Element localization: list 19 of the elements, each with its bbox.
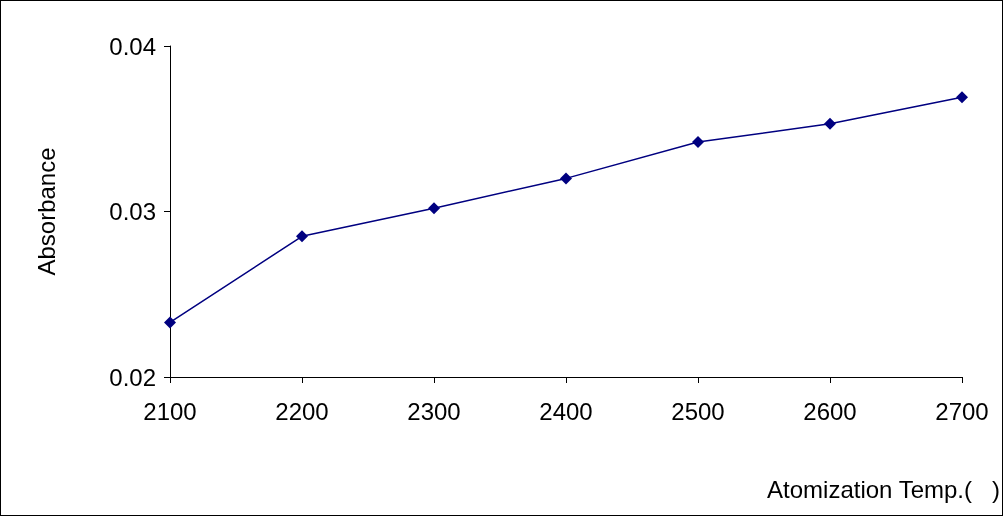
point — [956, 91, 968, 104]
x-tick-label: 2200 — [275, 397, 329, 425]
point — [428, 202, 440, 215]
x-tick-label: 2500 — [671, 397, 725, 425]
x-tick-label: 2100 — [143, 397, 197, 425]
point — [560, 172, 572, 185]
x-tick-label: 2400 — [539, 397, 593, 425]
y-tick-label: 0.02 — [109, 363, 156, 391]
point — [164, 316, 176, 329]
point — [824, 117, 836, 130]
x-axis-title: Atomization Temp.( ) — [767, 475, 1000, 503]
x-tick-label: 2600 — [803, 397, 857, 425]
x-tick-label: 2300 — [407, 397, 461, 425]
y-tick-label: 0.04 — [109, 32, 156, 60]
x-tick-label: 2700 — [935, 397, 989, 425]
point — [692, 135, 704, 148]
y-tick-label: 0.03 — [109, 198, 156, 225]
point — [296, 230, 308, 243]
y-axis-title: Absorbance — [32, 147, 60, 276]
